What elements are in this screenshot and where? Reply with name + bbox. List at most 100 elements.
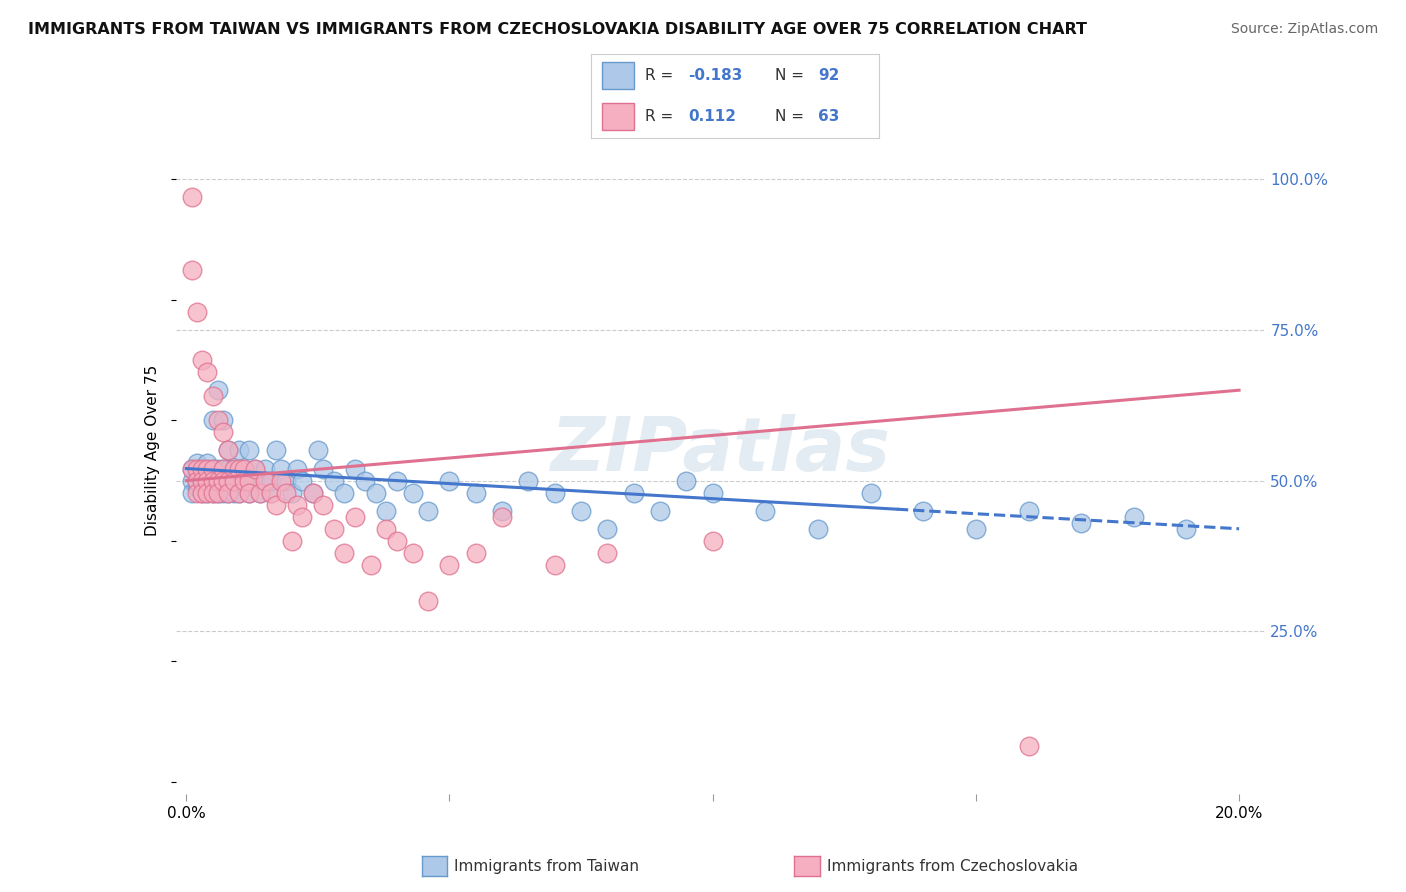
Point (360, 558, 382, 572)
Point (1122, 509, 1144, 524)
Point (375, 522, 398, 536)
Point (180, 485, 202, 500)
Text: Immigrants from Czechoslovakia: Immigrants from Czechoslovakia (827, 859, 1078, 873)
Point (333, 485, 356, 500)
Point (596, 522, 619, 536)
Point (343, 509, 366, 524)
Point (1018, 504, 1040, 518)
Point (201, 467, 224, 482)
Point (233, 474, 256, 488)
Point (228, 443, 250, 458)
Point (569, 504, 592, 518)
Point (464, 546, 486, 560)
Point (517, 474, 540, 488)
Point (222, 485, 245, 500)
Point (201, 480, 224, 494)
Point (354, 474, 377, 488)
Point (212, 485, 235, 500)
Point (222, 461, 245, 475)
Point (965, 522, 987, 536)
Point (207, 461, 229, 475)
Point (212, 461, 235, 475)
Point (385, 474, 408, 488)
Point (233, 461, 256, 475)
Point (195, 474, 218, 488)
Point (276, 474, 298, 488)
Point (343, 461, 366, 475)
Point (186, 485, 208, 500)
Point (291, 474, 314, 488)
Point (238, 474, 260, 488)
Text: N =: N = (775, 109, 804, 124)
Point (276, 485, 298, 500)
Point (270, 474, 292, 488)
Point (418, 504, 440, 518)
Point (212, 425, 235, 440)
Point (243, 474, 266, 488)
Point (212, 413, 235, 427)
Point (259, 485, 281, 500)
Point (364, 485, 387, 500)
Point (195, 365, 218, 379)
Point (301, 485, 323, 500)
Point (222, 474, 245, 488)
Point (201, 389, 224, 403)
Point (207, 485, 229, 500)
Point (186, 474, 208, 488)
Point (195, 480, 218, 494)
Point (439, 474, 461, 488)
Point (186, 305, 208, 319)
Point (228, 461, 250, 475)
Point (249, 485, 271, 500)
Point (201, 485, 224, 500)
Point (186, 456, 208, 470)
Point (238, 485, 260, 500)
Point (623, 485, 645, 500)
Point (186, 461, 208, 475)
Text: 63: 63 (818, 109, 839, 124)
Point (228, 485, 250, 500)
Point (648, 504, 671, 518)
Point (1175, 522, 1198, 536)
Point (217, 485, 239, 500)
Point (418, 594, 440, 608)
Point (201, 485, 224, 500)
Point (180, 474, 202, 488)
Point (259, 485, 281, 500)
Point (186, 461, 208, 475)
Point (675, 474, 697, 488)
Point (754, 504, 776, 518)
Point (544, 485, 567, 500)
Text: 0.112: 0.112 (689, 109, 737, 124)
Text: Immigrants from Taiwan: Immigrants from Taiwan (454, 859, 640, 873)
Point (180, 190, 202, 204)
Point (222, 474, 245, 488)
Point (375, 504, 398, 518)
Point (401, 546, 423, 560)
Point (464, 485, 486, 500)
Point (702, 533, 724, 548)
Text: R =: R = (645, 109, 673, 124)
Point (186, 474, 208, 488)
Point (285, 498, 308, 512)
Point (186, 480, 208, 494)
Point (233, 461, 256, 475)
Point (207, 485, 229, 500)
Point (322, 522, 344, 536)
Point (312, 498, 335, 512)
Point (280, 485, 302, 500)
Point (491, 509, 513, 524)
Point (228, 474, 250, 488)
Point (217, 485, 239, 500)
Text: N =: N = (775, 68, 804, 83)
Point (191, 485, 214, 500)
Point (191, 353, 214, 368)
Point (195, 456, 218, 470)
Point (285, 461, 308, 475)
Point (212, 474, 235, 488)
Point (207, 474, 229, 488)
Point (228, 485, 250, 500)
Y-axis label: Disability Age Over 75: Disability Age Over 75 (145, 365, 160, 536)
Point (264, 498, 287, 512)
Point (243, 461, 266, 475)
